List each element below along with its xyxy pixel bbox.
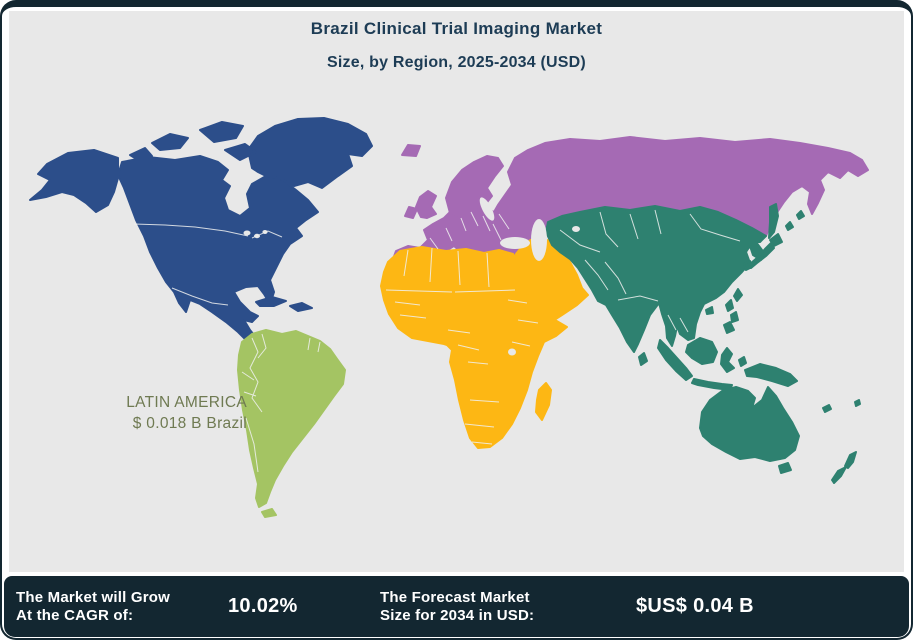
stats-bar: The Market will Grow At the CAGR of: 10.… xyxy=(4,576,909,637)
region-asia-pacific xyxy=(545,203,861,484)
cagr-stat-label: The Market will Grow At the CAGR of: xyxy=(16,589,228,624)
title-block: Brazil Clinical Trial Imaging Market Siz… xyxy=(9,19,904,72)
forecast-label-line1: The Forecast Market xyxy=(380,589,530,607)
cagr-stat: The Market will Grow At the CAGR of: 10.… xyxy=(16,589,380,624)
forecast-label-line2: Size for 2034 in USD: xyxy=(380,606,535,624)
world-map-svg xyxy=(29,117,869,518)
region-north-america xyxy=(29,117,373,351)
caspian-sea xyxy=(531,219,547,261)
cagr-stat-value: 10.02% xyxy=(228,595,298,617)
forecast-stat: The Forecast Market Size for 2034 in USD… xyxy=(380,589,754,624)
region-africa-middle-east xyxy=(380,236,589,449)
latin-america-label: LATIN AMERICA xyxy=(126,394,247,411)
latin-america-value: $ 0.018 B Brazil xyxy=(132,414,247,432)
black-sea xyxy=(500,237,530,249)
chart-title: Brazil Clinical Trial Imaging Market xyxy=(310,19,603,38)
latin-america-callout: LATIN AMERICA $ 0.018 B Brazil xyxy=(49,393,247,435)
aral-sea xyxy=(572,226,580,232)
forecast-stat-value: $US$ 0.04 B xyxy=(636,595,754,617)
chart-subtitle: Size, by Region, 2025-2034 (USD) xyxy=(327,54,586,71)
lake-victoria xyxy=(508,348,516,356)
region-latin-america xyxy=(237,329,346,518)
cagr-label-line1: The Market will Grow xyxy=(16,589,171,607)
baltic-sea xyxy=(479,197,495,221)
map-panel: Brazil Clinical Trial Imaging Market Siz… xyxy=(9,11,904,572)
great-lake-1 xyxy=(243,230,251,236)
cagr-label-line2: At the CAGR of: xyxy=(16,606,134,624)
forecast-stat-label: The Forecast Market Size for 2034 in USD… xyxy=(380,589,588,624)
country-border-lines xyxy=(133,209,741,473)
